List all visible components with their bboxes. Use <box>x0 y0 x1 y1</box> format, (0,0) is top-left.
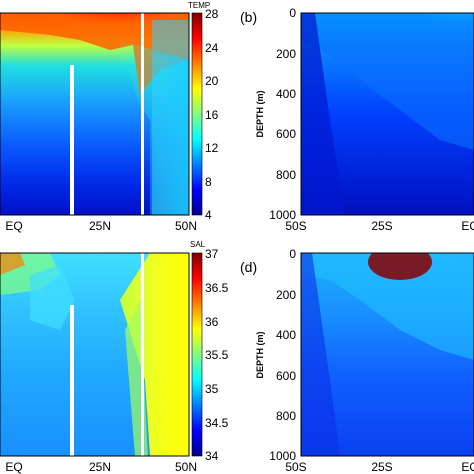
missing-data-strip-c2 <box>141 253 144 456</box>
panel-c-xtick-3: 50N <box>175 460 197 474</box>
colorbar-sal-tick-35-5: 35.5 <box>205 348 229 362</box>
panel-b-ytick-600: 600 <box>276 127 296 141</box>
colorbar-sal-tick-34: 34 <box>205 449 219 463</box>
panel-b-ytick-200: 200 <box>276 47 296 61</box>
colorbar-temperature: TEMP 28 24 20 16 12 8 4 <box>188 1 219 222</box>
panel-d-ytick-400: 400 <box>276 328 296 342</box>
panel-d-salinity-south: (d) 0 200 400 600 800 1000 DEPTH (m) 50S… <box>240 247 474 474</box>
panel-d-heatmap <box>301 253 474 456</box>
colorbar-temp-bar <box>191 12 203 216</box>
panel-b-temperature-south: (b) 0 200 400 600 800 1000 DEPTH (m) 50S… <box>240 6 474 233</box>
panel-b-ytick-0: 0 <box>289 6 296 20</box>
panel-b-ylabel: DEPTH (m) <box>255 90 265 137</box>
panel-d-ytick-0: 0 <box>289 247 296 261</box>
panel-b-ytick-400: 400 <box>276 87 296 101</box>
colorbar-sal-tick-36-5: 36.5 <box>205 281 229 295</box>
panel-b-ytick-800: 800 <box>276 168 296 182</box>
missing-data-strip-a2 <box>141 13 144 215</box>
colorbar-temp-title: TEMP <box>188 1 210 10</box>
panel-b-ytick-1000: 1000 <box>269 208 296 222</box>
colorbar-temp-tick-8: 8 <box>205 175 212 189</box>
panel-c-xtick-1: EQ <box>5 460 22 474</box>
panel-c-xtick-2: 25N <box>89 460 111 474</box>
panel-d-ytick-800: 800 <box>276 409 296 423</box>
colorbar-temp-tick-12: 12 <box>205 141 219 155</box>
panel-b-xtick-3: EQ <box>461 219 474 233</box>
panel-b-xtick-1: 50S <box>285 219 306 233</box>
panel-a-xtick-3: 50N <box>175 219 197 233</box>
colorbar-sal-tick-34-5: 34.5 <box>205 416 229 430</box>
missing-data-strip-a1 <box>70 65 74 215</box>
colorbar-sal-bar <box>191 252 203 457</box>
panel-a-frame <box>0 12 190 216</box>
colorbar-temp-tick-20: 20 <box>205 74 219 88</box>
panel-b-heatmap <box>301 13 474 215</box>
colorbar-temp-tick-16: 16 <box>205 108 219 122</box>
colorbar-sal-tick-35: 35 <box>205 382 219 396</box>
panel-d-label: (d) <box>240 259 257 275</box>
colorbar-temp-tick-28: 28 <box>205 7 219 21</box>
panel-d-xtick-2: 25S <box>371 460 392 474</box>
panel-c-frame <box>0 252 190 457</box>
colorbar-sal-tick-36: 36 <box>205 315 219 329</box>
panel-c-salinity-north: EQ 25N 50N <box>0 252 197 474</box>
panel-a-xtick-2: 25N <box>89 219 111 233</box>
colorbar-temp-tick-24: 24 <box>205 41 219 55</box>
panel-a-xtick-1: EQ <box>5 219 22 233</box>
panel-c-heatmap <box>0 253 189 456</box>
colorbar-sal-title: SAL <box>190 240 206 249</box>
missing-data-strip-c1 <box>70 305 74 456</box>
panel-d-xtick-3: EQ <box>461 460 474 474</box>
panel-a-heatmap <box>0 13 189 215</box>
panel-d-frame <box>300 252 474 457</box>
panel-a-temperature-north: EQ 25N 50N <box>0 12 197 233</box>
colorbar-salinity: SAL 37 36.5 36 35.5 35 34.5 34 <box>190 240 229 463</box>
panel-b-label: (b) <box>240 9 257 25</box>
colorbar-temp-tick-4: 4 <box>205 208 212 222</box>
panel-d-ytick-1000: 1000 <box>269 449 296 463</box>
panel-d-ytick-600: 600 <box>276 369 296 383</box>
colorbar-sal-tick-37: 37 <box>205 247 219 261</box>
panel-d-ytick-200: 200 <box>276 288 296 302</box>
panel-d-xtick-1: 50S <box>285 460 306 474</box>
panel-b-xtick-2: 25S <box>371 219 392 233</box>
panel-b-frame <box>300 12 474 216</box>
panel-d-ylabel: DEPTH (m) <box>255 331 265 378</box>
